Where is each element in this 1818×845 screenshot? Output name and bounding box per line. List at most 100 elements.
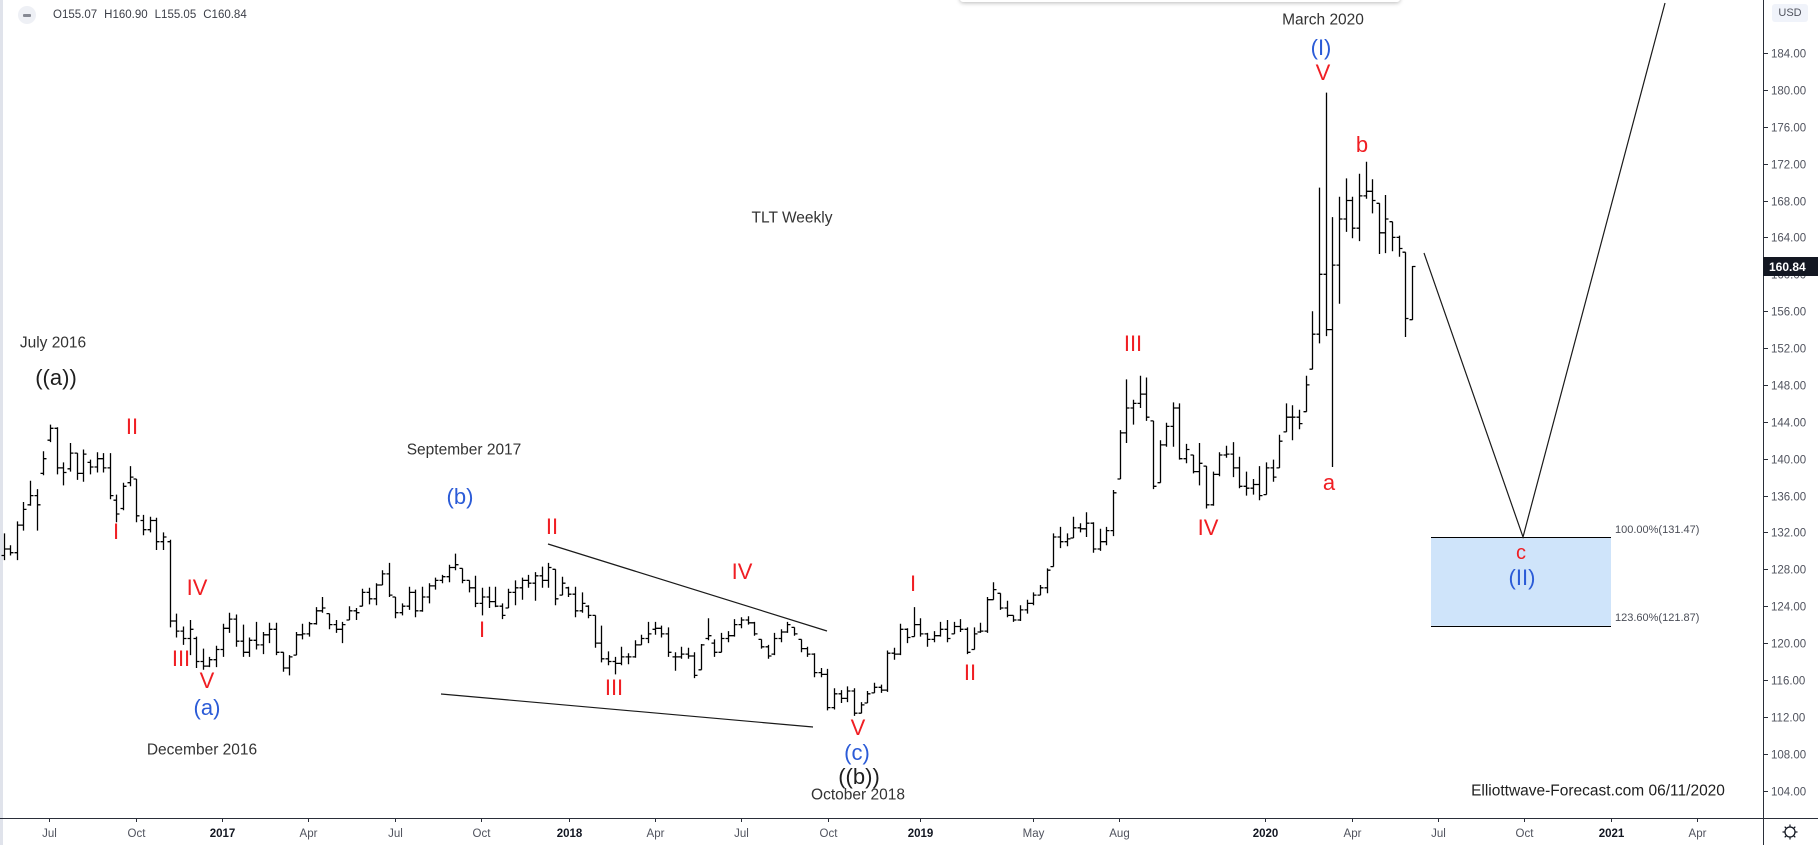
price-axis[interactable]: 104.00 108.00 112.00 116.00 120.00 124.00 128.…	[1763, 0, 1806, 845]
ohlc-bar	[951, 621, 958, 635]
ohlc-bar	[373, 583, 380, 606]
wave-label[interactable]: IV	[731, 559, 753, 584]
ohlc-bar	[871, 682, 878, 694]
ohlc-bar	[74, 452, 81, 480]
projection-path[interactable]	[1423, 2, 1666, 540]
ohlc-bar	[512, 580, 519, 606]
ohlc-bar	[1389, 221, 1396, 252]
ohlc-bar	[1, 533, 8, 561]
wave-label[interactable]: III	[171, 646, 191, 671]
ohlc-bar	[745, 616, 752, 625]
wave-label[interactable]: V	[850, 715, 866, 740]
price-axis-label: 180.00	[1771, 86, 1806, 98]
ohlc-bar	[1203, 465, 1210, 509]
date-label[interactable]: October 2018	[811, 786, 905, 804]
wave-label[interactable]: V	[199, 668, 215, 693]
ohlc-bar	[904, 628, 911, 644]
wave-label[interactable]: II	[545, 514, 559, 539]
time-axis-label: Oct	[128, 828, 147, 840]
ohlc-bar	[253, 621, 260, 650]
ohlc-bar	[346, 606, 353, 621]
wave-label[interactable]: (II)	[1508, 565, 1536, 590]
ohlc-bar	[1303, 375, 1310, 413]
ohlc-bar	[1057, 526, 1064, 549]
wave-label[interactable]: c	[1516, 542, 1526, 564]
wave-label[interactable]: (b)	[446, 484, 474, 509]
target-zone[interactable]	[1431, 537, 1611, 627]
ohlc-bar	[419, 586, 426, 612]
date-label[interactable]: September 2017	[406, 441, 522, 459]
ohlc-bar	[1070, 516, 1077, 539]
target-zone-box[interactable]	[1431, 537, 1611, 626]
ohlc-bar	[818, 668, 825, 678]
wave-label[interactable]: I	[478, 617, 486, 642]
wave-label[interactable]: II	[125, 414, 139, 439]
collapse-legend-button[interactable]	[18, 6, 36, 24]
date-label[interactable]: March 2020	[1282, 11, 1364, 29]
wave-label[interactable]: V	[1315, 60, 1331, 85]
wave-label[interactable]: II	[963, 660, 977, 685]
ohlc-bar	[1137, 375, 1144, 408]
ohlc-bar	[1376, 202, 1383, 254]
ohlc-bar	[1123, 379, 1130, 443]
ohlc-bar	[711, 639, 718, 657]
time-axis-label: 2018	[557, 828, 583, 840]
ohlc-bar	[1349, 196, 1356, 239]
ohlc-bar	[293, 632, 300, 656]
ohlc-bar	[831, 688, 838, 710]
ohlc-bar	[1309, 311, 1316, 370]
ohlc-bar	[977, 622, 984, 633]
wave-label[interactable]: I	[909, 571, 917, 596]
wave-label[interactable]: (I)	[1310, 35, 1332, 60]
wave-label[interactable]: ((a))	[35, 365, 77, 390]
ohlc-bar	[559, 576, 566, 596]
ohlc-bar	[260, 632, 267, 655]
ohlc-bar	[299, 623, 306, 640]
time-axis[interactable]: Jul Oct 2017 Apr Jul Oct 2018 Apr Jul Oct 2019 May A…	[0, 818, 1818, 840]
ohlc-bar	[758, 638, 765, 649]
wave-label[interactable]: a	[1322, 470, 1336, 495]
wave-label[interactable]: III	[604, 675, 624, 700]
price-axis-label: 140.00	[1771, 455, 1806, 467]
price-axis-label: 152.00	[1771, 344, 1806, 356]
ohlc-bar	[1004, 600, 1011, 618]
ohlc-bar	[466, 579, 473, 593]
ohlc-bar	[971, 627, 978, 651]
date-label[interactable]: December 2016	[146, 741, 258, 759]
triangle-upper-trendline[interactable]	[547, 543, 828, 632]
wave-label[interactable]: (c)	[844, 740, 870, 765]
settings-gear-icon[interactable]	[1780, 822, 1800, 842]
triangle-lower-trendline[interactable]	[440, 693, 814, 728]
ohlc-bar	[1243, 471, 1250, 496]
wave-label[interactable]: III	[1123, 331, 1143, 356]
ohlc-bar	[678, 646, 685, 659]
ohlc-bar	[964, 627, 971, 655]
ohlc-bar	[187, 620, 194, 656]
ohlc-bar	[897, 623, 904, 656]
chart-title[interactable]: TLT Weekly	[751, 209, 833, 227]
wave-label[interactable]: IV	[1197, 515, 1219, 540]
currency-badge[interactable]: USD	[1772, 4, 1808, 22]
ohlc-bar	[725, 631, 732, 643]
drawing-lines[interactable]	[440, 2, 1666, 728]
ohlc-bar	[1223, 445, 1230, 458]
time-axis-label: Apr	[300, 828, 318, 840]
floating-toolbar[interactable]	[960, 0, 1400, 2]
wave-label[interactable]: (a)	[193, 695, 221, 720]
time-axis-label: Apr	[1689, 828, 1707, 840]
wave-label[interactable]: ((b))	[838, 764, 880, 789]
time-axis-label: 2019	[908, 828, 934, 840]
date-label[interactable]: July 2016	[19, 334, 87, 352]
ohlc-bar	[100, 453, 107, 473]
wave-label[interactable]: I	[112, 519, 120, 544]
ohlc-bar	[412, 589, 419, 618]
ohlc-bar	[911, 607, 918, 638]
time-axis-label: Apr	[647, 828, 665, 840]
wave-label[interactable]: b	[1355, 132, 1369, 157]
ohlc-bar	[1323, 92, 1330, 337]
ohlc-bar	[313, 607, 320, 625]
wave-label[interactable]: IV	[186, 575, 208, 600]
ohlc-bar	[1316, 187, 1323, 344]
ohlc-bar	[1343, 178, 1350, 232]
